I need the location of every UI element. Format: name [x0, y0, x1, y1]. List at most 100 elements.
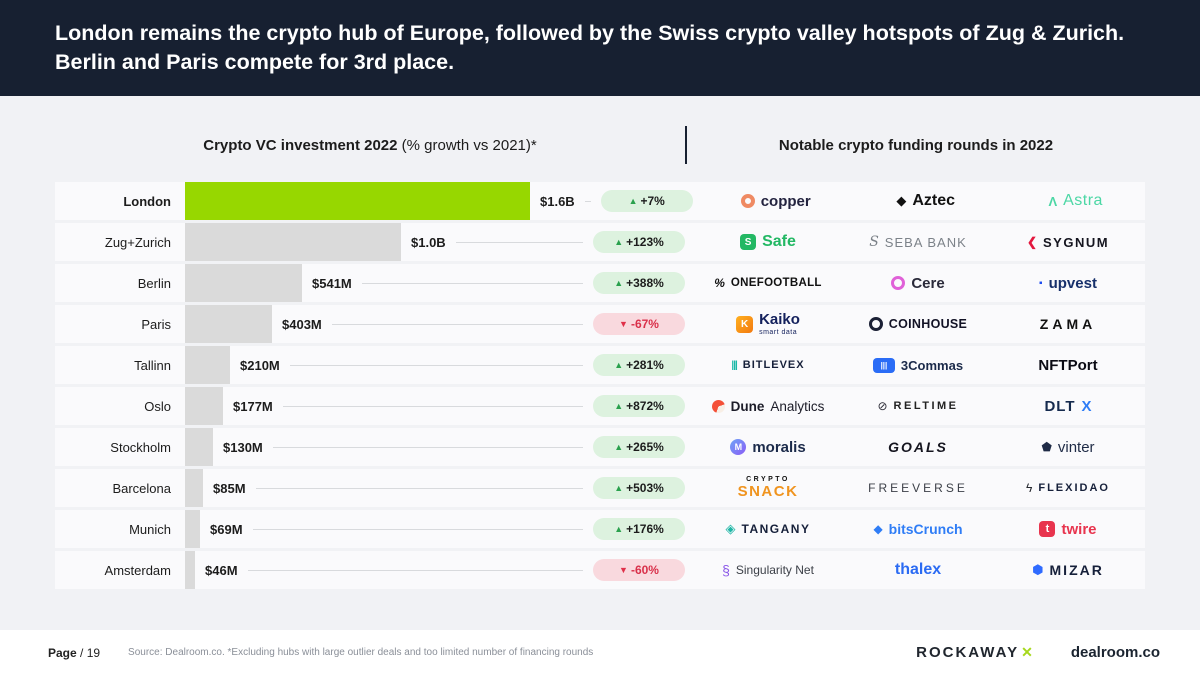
zama-logo-text: ZAMA [1039, 316, 1097, 332]
growth-value: +265% [626, 440, 664, 454]
growth-value: +503% [626, 481, 664, 495]
upvest-logo: ▪ upvest [993, 275, 1143, 292]
company-logos: Dune Analytics ⊘ RELTIME DLT X [693, 398, 1145, 415]
nftport-logo-text: NFTPort [1038, 356, 1098, 374]
value-label: $1.6B [540, 193, 575, 209]
value-bar [185, 346, 230, 384]
growth-arrow-icon: ▲ [614, 237, 624, 247]
vinter-logo: ⬟ vinter [993, 439, 1143, 456]
twire-logo: t twire [993, 521, 1143, 538]
city-label: London [123, 193, 171, 209]
value-bar [185, 510, 200, 548]
nftport-logo: NFTPort [993, 357, 1143, 374]
chart-title-note: (% growth vs 2021)* [397, 136, 537, 154]
bitscrunch-logo-text: bitsCrunch [888, 521, 963, 537]
chart-section-title: Crypto VC investment 2022 (% growth vs 2… [55, 137, 685, 154]
growth-value: +388% [626, 276, 664, 290]
city-label: Oslo [144, 398, 171, 414]
city-label: Amsterdam [104, 562, 171, 578]
leader-line [282, 405, 583, 407]
dltx-logo: DLT X [993, 398, 1143, 415]
value-bar [185, 428, 213, 466]
value-bar [185, 551, 195, 589]
city-label: Berlin [137, 275, 171, 291]
value-label: $46M [205, 562, 238, 578]
company-logos: ||| BITLEVEX ||| 3Commas NFTPort [693, 357, 1145, 374]
tangany-logo-text: TANGANY [741, 522, 811, 536]
sygnum-logo-text: SYGNUM [1043, 234, 1110, 250]
zama-logo: ZAMA [993, 312, 1143, 336]
commas-logo-text: 3Commas [900, 357, 964, 373]
growth-value: +176% [626, 522, 664, 536]
growth-arrow-icon: ▲ [614, 360, 624, 370]
upvest-logo-text: upvest [1048, 274, 1097, 292]
singularity-logo: § Singularity Net [693, 561, 843, 579]
value-bar [185, 469, 203, 507]
growth-arrow-icon: ▼ [619, 565, 628, 575]
growth-value: -60% [630, 563, 659, 577]
singularity-logo-text: Singularity Net [735, 563, 814, 577]
value-label: $69M [210, 521, 243, 537]
growth-badge: ▲ +265% [593, 436, 685, 458]
singularitynet-s-icon: § [722, 562, 730, 578]
safe-logo-text: Safe [762, 233, 796, 250]
section-headers: Crypto VC investment 2022 (% growth vs 2… [55, 96, 1145, 168]
kaiko-logo: K Kaiko smart data [693, 312, 843, 336]
thalex-logo-text: thalex [894, 561, 942, 578]
growth-value: +123% [626, 235, 664, 249]
growth-value: +7% [640, 194, 665, 208]
growth-arrow-icon: ▲ [628, 196, 638, 206]
company-logos: ◈ TANGANY ◆ bitsCrunch t twire [693, 521, 1145, 538]
reltime-logo: ⊘ RELTIME [843, 398, 993, 415]
mizar-hexagon-icon: ⬢ [1032, 562, 1044, 577]
dealroom-logo: dealroom.co [1070, 644, 1160, 661]
leader-line [247, 569, 583, 571]
dune-logo-text2: Analytics [770, 398, 825, 414]
leader-line [255, 487, 583, 489]
sygnum-logo: ❮ SYGNUM [993, 233, 1143, 251]
footer: Page / 19 Source: Dealroom.co. *Excludin… [0, 630, 1200, 675]
twire-logo-text: twire [1061, 520, 1097, 538]
growth-value: +281% [626, 358, 664, 372]
cere-logo: Cere [843, 275, 993, 292]
value-label: $177M [233, 398, 273, 414]
commas-logo: ||| 3Commas [843, 357, 993, 374]
dune-logo: Dune Analytics [693, 398, 843, 415]
kaiko-tile-icon: K [736, 315, 754, 333]
growth-value: +872% [626, 399, 664, 413]
mizar-logo: ⬢ MIZAR [993, 561, 1143, 579]
chart-row-tallinn: Tallinn $210M ▲ +281% ||| BITLEVEX ||| 3Comm… [55, 346, 1145, 384]
astra-lambda-icon: Λ [1048, 193, 1058, 209]
bitscrunch-shield-icon: ◆ [873, 522, 883, 536]
growth-badge: ▲ +388% [593, 272, 685, 294]
rockaway-logo: ROCKAWAY ✕ [916, 644, 1033, 661]
value-bar [185, 264, 302, 302]
page-label: Page [48, 645, 77, 660]
aztec-diamond-icon: ◆ [896, 193, 907, 208]
upvest-square-icon: ▪ [1039, 277, 1043, 289]
main-content: Crypto VC investment 2022 (% growth vs 2… [0, 96, 1200, 630]
dltx-logo-text: DLT [1044, 397, 1076, 415]
funding-section-title: Notable crypto funding rounds in 2022 [778, 136, 1054, 154]
city-label: Paris [141, 316, 171, 332]
aztec-logo-text: Aztec [912, 192, 956, 209]
cryptosnack-logo-text: SNACK [737, 482, 799, 500]
flexidao-logo: ϟ FLEXIDAO [993, 476, 1143, 499]
tangany-logo: ◈ TANGANY [693, 521, 843, 538]
growth-badge: ▲ +281% [593, 354, 685, 376]
leader-line [272, 446, 583, 448]
value-label: $85M [213, 480, 246, 496]
growth-arrow-icon: ▲ [614, 483, 624, 493]
onefootball-logo-text: ONEFOOTBALL [730, 277, 822, 289]
kaiko-logo-subtext: smart data [759, 328, 798, 336]
reltime-logo-text: RELTIME [893, 400, 959, 412]
thalex-logo: thalex [843, 561, 993, 579]
coinhouse-logo: COINHOUSE [843, 312, 993, 336]
growth-arrow-icon: ▲ [614, 442, 624, 452]
cere-logo-text: Cere [911, 274, 945, 292]
cere-ring-icon [891, 276, 906, 290]
growth-arrow-icon: ▲ [614, 278, 624, 288]
bitlevex-logo-text: BITLEVEX [742, 359, 805, 371]
